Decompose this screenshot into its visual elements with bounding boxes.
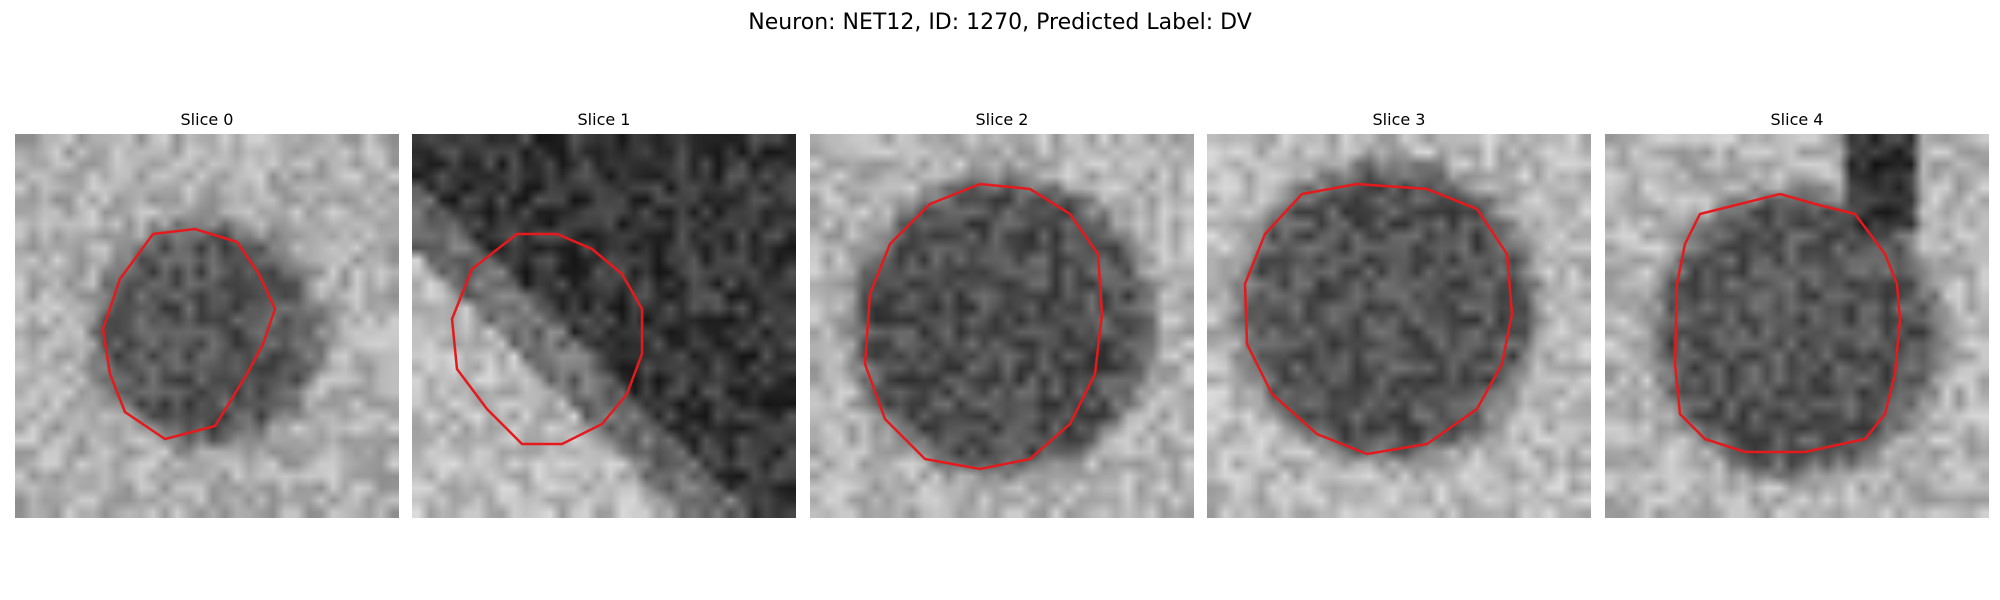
microscopy-image-2 bbox=[810, 134, 1194, 518]
slice-title-4: Slice 4 bbox=[1770, 110, 1824, 129]
figure-title: Neuron: NET12, ID: 1270, Predicted Label… bbox=[748, 10, 1252, 35]
slice-image-1 bbox=[412, 134, 796, 518]
slice-panel-3: Slice 3 bbox=[1207, 110, 1591, 518]
slice-title-1: Slice 1 bbox=[577, 110, 631, 129]
slice-panel-1: Slice 1 bbox=[412, 110, 796, 518]
slice-panel-2: Slice 2 bbox=[810, 110, 1194, 518]
slice-panel-4: Slice 4 bbox=[1605, 110, 1989, 518]
microscopy-image-4 bbox=[1605, 134, 1989, 518]
slice-image-3 bbox=[1207, 134, 1591, 518]
microscopy-image-1 bbox=[412, 134, 796, 518]
microscopy-image-0 bbox=[15, 134, 399, 518]
slice-title-0: Slice 0 bbox=[180, 110, 234, 129]
slice-image-4 bbox=[1605, 134, 1989, 518]
slice-title-3: Slice 3 bbox=[1372, 110, 1426, 129]
slice-panel-0: Slice 0 bbox=[15, 110, 399, 518]
slice-image-2 bbox=[810, 134, 1194, 518]
slice-image-0 bbox=[15, 134, 399, 518]
microscopy-image-3 bbox=[1207, 134, 1591, 518]
slice-title-2: Slice 2 bbox=[975, 110, 1029, 129]
